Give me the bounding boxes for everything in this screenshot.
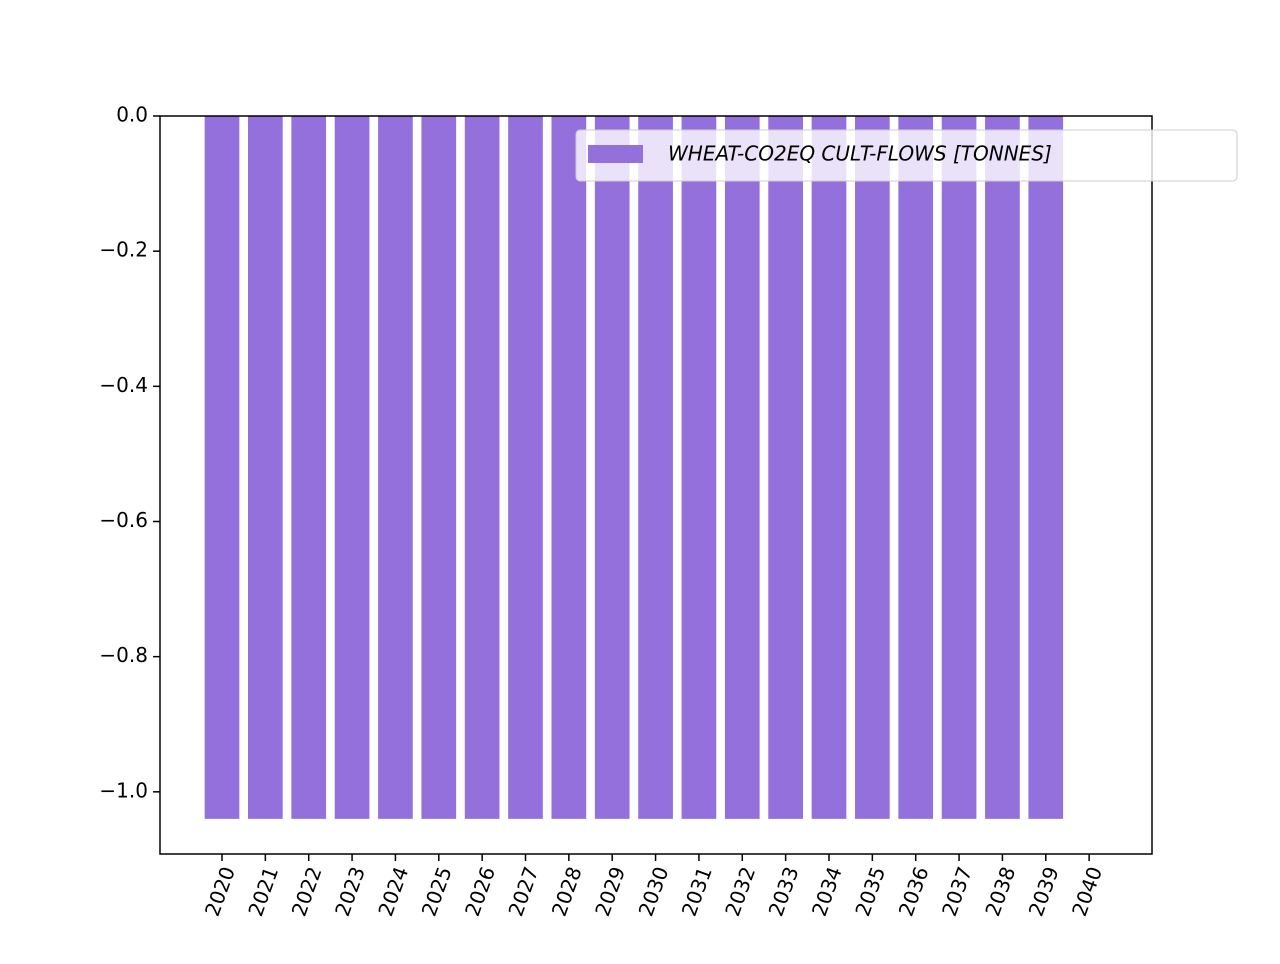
bar (421, 116, 457, 819)
bar (1028, 116, 1064, 819)
legend-label: WHEAT-CO2EQ CULT-FLOWS [TONNES] (668, 142, 1052, 166)
bar (941, 116, 977, 819)
bar (985, 116, 1020, 819)
bar (898, 116, 934, 819)
y-tick-label: −0.2 (99, 238, 148, 262)
legend: WHEAT-CO2EQ CULT-FLOWS [TONNES] (575, 129, 1238, 182)
bar (551, 116, 587, 819)
x-tick-label: 2024 (373, 863, 413, 919)
x-tick-label: 2034 (807, 863, 847, 919)
bar (724, 116, 760, 819)
legend-box (575, 129, 1238, 182)
x-tick-label: 2027 (503, 863, 543, 919)
bar (464, 116, 500, 819)
x-tick-label: 2023 (330, 863, 370, 919)
y-tick-label: 0.0 (116, 103, 148, 127)
y-tick-label: −0.4 (99, 373, 148, 397)
bar (508, 116, 543, 819)
bar (378, 116, 413, 819)
x-tick-label: 2025 (417, 863, 457, 919)
legend-swatch (588, 145, 643, 163)
x-tick-label: 2028 (547, 863, 587, 919)
x-tick-label: 2036 (894, 863, 934, 919)
bar (681, 116, 717, 819)
x-tick-label: 2040 (1067, 863, 1107, 919)
bar (638, 116, 673, 819)
x-tick-label: 2031 (677, 863, 717, 919)
x-tick-label: 2039 (1024, 863, 1064, 919)
x-tick-label: 2020 (200, 863, 240, 919)
x-tick-label: 2038 (980, 863, 1020, 919)
bar (768, 116, 803, 819)
bar (594, 116, 630, 819)
x-tick-label: 2029 (590, 863, 630, 919)
x-tick-label: 2032 (720, 863, 760, 919)
bar (855, 116, 890, 819)
x-tick-label: 2030 (633, 863, 673, 919)
x-tick-label: 2035 (850, 863, 890, 919)
x-tick-label: 2021 (243, 863, 283, 919)
bar (334, 116, 370, 819)
bar (811, 116, 847, 819)
x-tick-label: 2037 (937, 863, 977, 919)
y-tick-label: −0.6 (99, 508, 148, 532)
y-tick-label: −0.8 (99, 643, 148, 667)
bar (291, 116, 327, 819)
y-tick-label: −1.0 (99, 778, 148, 802)
x-tick-label: 2026 (460, 863, 500, 919)
bar (248, 116, 283, 819)
bar (204, 116, 240, 819)
x-tick-label: 2022 (287, 863, 327, 919)
x-tick-label: 2033 (764, 863, 804, 919)
